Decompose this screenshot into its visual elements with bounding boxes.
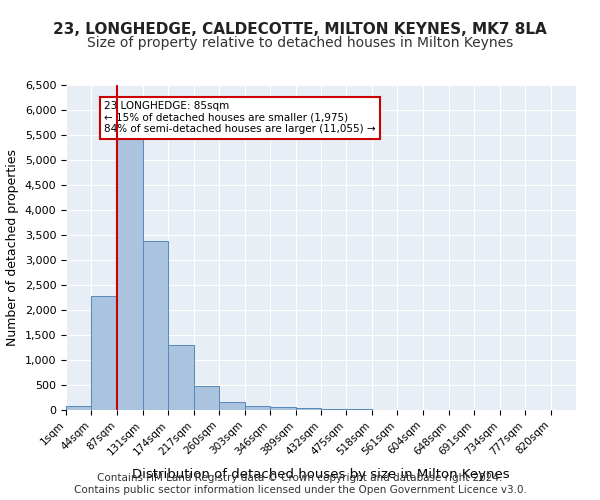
Bar <box>346 409 372 410</box>
Bar <box>194 386 219 410</box>
Bar <box>91 296 117 410</box>
Bar <box>143 241 169 410</box>
Bar <box>270 407 296 410</box>
Bar <box>321 409 346 410</box>
Text: 23, LONGHEDGE, CALDECOTTE, MILTON KEYNES, MK7 8LA: 23, LONGHEDGE, CALDECOTTE, MILTON KEYNES… <box>53 22 547 38</box>
Text: Size of property relative to detached houses in Milton Keynes: Size of property relative to detached ho… <box>87 36 513 50</box>
Bar <box>66 406 91 410</box>
X-axis label: Distribution of detached houses by size in Milton Keynes: Distribution of detached houses by size … <box>132 468 510 480</box>
Text: Contains HM Land Registry data © Crown copyright and database right 2024.
Contai: Contains HM Land Registry data © Crown c… <box>74 474 526 495</box>
Bar <box>117 138 143 410</box>
Text: 23 LONGHEDGE: 85sqm
← 15% of detached houses are smaller (1,975)
84% of semi-det: 23 LONGHEDGE: 85sqm ← 15% of detached ho… <box>104 101 376 134</box>
Bar <box>219 402 245 410</box>
Bar <box>296 408 321 410</box>
Bar <box>245 406 270 410</box>
Bar <box>169 344 194 410</box>
Y-axis label: Number of detached properties: Number of detached properties <box>6 149 19 346</box>
